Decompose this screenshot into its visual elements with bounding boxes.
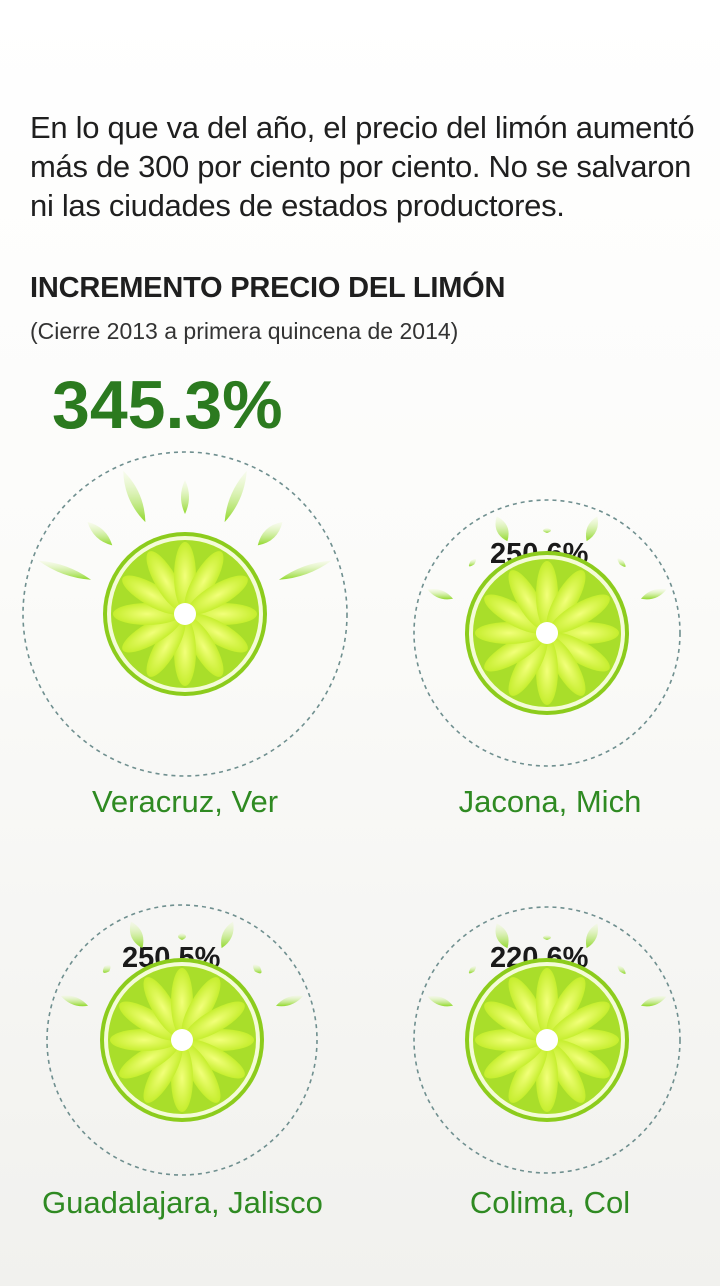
jacona-label: Jacona, Mich	[458, 784, 642, 819]
infographic-subtitle: (Cierre 2013 a primera quincena de 2014)	[30, 318, 459, 344]
guadalajara-label: Guadalajara, Jalisco	[42, 1185, 323, 1220]
infographic-title: INCREMENTO PRECIO DEL LIMÓN	[30, 272, 506, 304]
colima-label: Colima, Col	[469, 1185, 631, 1220]
veracruz-percentage: 345.3%	[52, 367, 283, 443]
veracruz-label: Veracruz, Ver	[91, 784, 279, 819]
intro-text: En lo que va del año, el precio del limó…	[30, 110, 695, 223]
